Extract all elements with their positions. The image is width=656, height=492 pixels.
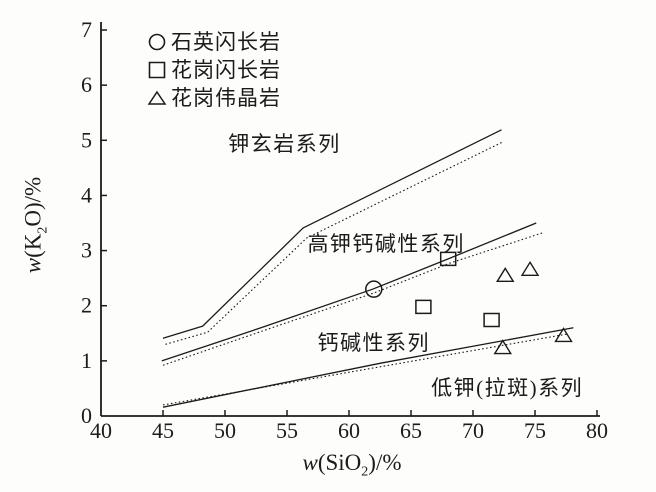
region-label-low-k-tholeiite-series: 低钾(拉斑)系列 [431, 376, 584, 401]
y-tick-label: 0 [81, 403, 92, 428]
data-point-triangle [495, 341, 511, 354]
data-point-triangle [522, 262, 538, 275]
shoshonite-highK-boundary-dotted [165, 142, 502, 344]
y-tick-label: 2 [81, 293, 92, 318]
x-tick-label: 40 [90, 418, 112, 443]
legend-label: 花岗闪长岩 [171, 58, 281, 82]
calcalkaline-lowK-boundary-solid [163, 328, 573, 407]
y-tick-label: 3 [81, 238, 92, 263]
y-axis-title-close: O)/% [20, 176, 46, 227]
highK-calcalkaline-boundary-solid [162, 223, 536, 361]
data-point-circle [366, 281, 382, 297]
legend-label: 花岗伟晶岩 [171, 86, 281, 110]
x-tick-label: 65 [400, 418, 422, 443]
x-axis-title-subscript: 2 [361, 464, 369, 480]
y-tick-label: 6 [81, 72, 92, 97]
x-axis-title-open: (SiO [317, 450, 362, 475]
legend-item-quartz-diorite: 石英闪长岩 [146, 30, 281, 54]
x-axis-title: w(SiO2)/% [302, 450, 401, 481]
x-tick-label: 70 [462, 418, 484, 443]
x-tick-label: 50 [214, 418, 236, 443]
y-tick-label: 7 [81, 17, 92, 42]
y-tick-label: 5 [81, 127, 92, 152]
region-label-calcalkaline-series: 钙碱性系列 [317, 330, 431, 355]
y-axis-title-symbol: w [20, 257, 46, 274]
calcalkaline-lowK-boundary-dotted [163, 334, 568, 405]
y-axis-title-subscript: 2 [35, 226, 51, 234]
x-tick-label: 80 [586, 418, 608, 443]
x-axis-title-symbol: w [302, 450, 318, 475]
x-tick-label: 75 [524, 418, 546, 443]
x-axis-title-close: )/% [368, 450, 402, 475]
square-marker-icon [146, 60, 168, 80]
y-tick-label: 4 [81, 182, 92, 207]
shoshonite-highK-boundary-solid [163, 130, 502, 338]
x-tick-label: 45 [152, 418, 174, 443]
data-point-square [441, 252, 456, 265]
circle-marker-icon [146, 32, 168, 52]
x-tick-label: 55 [276, 418, 298, 443]
y-axis-title-open: (K [20, 233, 46, 258]
region-label-shoshonite-series: 钾玄岩系列 [228, 131, 341, 156]
y-tick-label: 1 [81, 348, 92, 373]
data-point-square [416, 300, 431, 313]
y-axis-title: w(K2O)/% [21, 177, 52, 273]
legend-item-granodiorite: 花岗闪长岩 [146, 58, 281, 82]
region-label-high-k-calcalkaline-series: 高钾钙碱性系列 [307, 231, 465, 256]
data-point-triangle [497, 268, 513, 281]
data-point-square [484, 314, 499, 327]
data-point-triangle [556, 328, 572, 341]
highK-calcalkaline-boundary-dotted [163, 233, 542, 365]
legend: 石英闪长岩 花岗闪长岩 花岗伟晶岩 [146, 30, 281, 110]
triangle-marker-icon [146, 88, 168, 108]
legend-item-granite-pegmatite: 花岗伟晶岩 [146, 86, 281, 110]
legend-label: 石英闪长岩 [171, 30, 281, 54]
x-tick-label: 60 [338, 418, 360, 443]
